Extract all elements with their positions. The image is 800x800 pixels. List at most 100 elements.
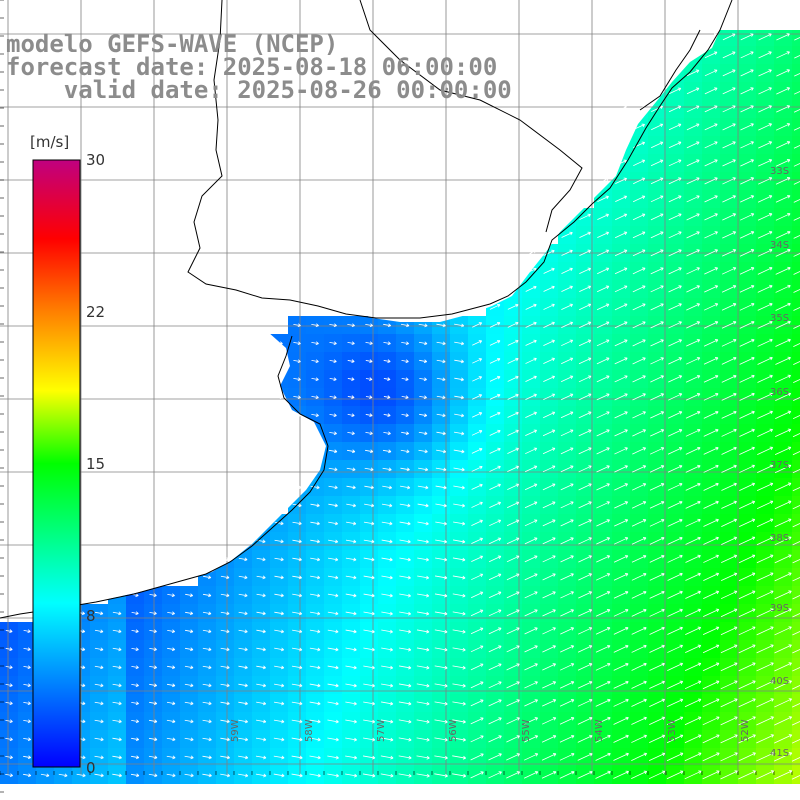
arrow-icon: [436, 431, 446, 436]
arrow-icon: [668, 267, 682, 275]
arrow-icon: [362, 755, 376, 760]
arrow-icon: [649, 590, 665, 599]
arrow-icon: [506, 519, 520, 527]
lon-label: 56W: [448, 719, 459, 742]
arrow-icon: [434, 719, 448, 724]
arrow-icon: [649, 483, 665, 491]
arrow-icon: [704, 267, 719, 275]
arrow-icon: [686, 321, 701, 329]
arrow-icon: [775, 374, 791, 383]
arrow-icon: [291, 737, 303, 742]
arrow-icon: [703, 482, 719, 491]
arrow-icon: [94, 629, 104, 634]
arrow-icon: [471, 573, 484, 581]
arrow-icon: [596, 429, 610, 437]
arrow-icon: [488, 645, 502, 653]
arrow-icon: [311, 431, 320, 436]
arrow-icon: [793, 217, 800, 221]
arrow-icon: [131, 629, 139, 634]
arrow-icon: [650, 357, 664, 365]
arrow-icon: [94, 701, 104, 706]
arrow-icon: [649, 680, 665, 689]
arrow-icon: [327, 737, 339, 742]
arrow-icon: [631, 554, 647, 563]
arrow-icon: [345, 575, 357, 580]
arrow-icon: [757, 177, 773, 185]
arrow-icon: [792, 559, 800, 564]
arrow-icon: [774, 500, 792, 510]
arrow-icon: [291, 683, 303, 688]
field-cell: [792, 316, 800, 334]
arrow-icon: [543, 393, 556, 401]
arrow-icon: [383, 359, 391, 364]
arrow-icon: [507, 483, 520, 491]
arrow-icon: [220, 737, 230, 742]
arrow-icon: [631, 608, 647, 617]
arrow-icon: [685, 644, 702, 653]
arrow-icon: [220, 593, 230, 598]
arrow-icon: [632, 375, 646, 383]
arrow-icon: [703, 392, 719, 401]
arrow-icon: [202, 719, 212, 724]
arrow-icon: [650, 429, 665, 437]
arrow-icon: [58, 773, 68, 778]
arrow-icon: [774, 590, 792, 600]
arrow-icon: [436, 323, 446, 328]
arrow-icon: [793, 361, 800, 365]
arrow-icon: [292, 485, 302, 490]
arrow-icon: [149, 629, 157, 634]
arrow-icon: [597, 231, 610, 239]
arrow-icon: [309, 719, 321, 724]
arrow-icon: [704, 213, 718, 221]
arrow-icon: [667, 644, 683, 653]
arrow-icon: [596, 483, 610, 491]
arrow-icon: [614, 447, 628, 455]
arrow-icon: [668, 123, 682, 131]
arrow-icon: [740, 105, 754, 113]
arrow-icon: [273, 719, 285, 724]
arrow-icon: [595, 716, 611, 725]
arrow-icon: [631, 698, 647, 707]
arrow-icon: [685, 590, 701, 599]
arrow-icon: [346, 503, 357, 508]
arrow-icon: [720, 590, 738, 600]
arrow-icon: [274, 575, 284, 580]
arrow-icon: [738, 608, 756, 618]
arrow-icon: [703, 321, 719, 329]
field-cell: [792, 208, 800, 226]
arrow-icon: [112, 647, 122, 652]
arrow-icon: [470, 699, 484, 707]
arrow-icon: [275, 413, 284, 418]
arrow-icon: [292, 593, 303, 598]
arrow-icon: [685, 375, 701, 383]
arrow-icon: [112, 665, 122, 670]
arrow-icon: [274, 539, 284, 544]
arrow-icon: [220, 719, 230, 724]
arrow-icon: [792, 577, 800, 582]
arrow-icon: [613, 555, 629, 563]
arrow-icon: [436, 449, 447, 454]
arrow-icon: [577, 627, 593, 635]
arrow-icon: [649, 716, 666, 725]
arrow-icon: [668, 249, 682, 257]
field-cell: [792, 496, 800, 514]
arrow-icon: [383, 413, 391, 418]
arrow-icon: [578, 573, 593, 581]
arrow-icon: [631, 680, 647, 689]
arrow-icon: [757, 374, 773, 383]
arrow-icon: [578, 357, 592, 365]
arrow-icon: [416, 611, 430, 616]
arrow-icon: [668, 213, 682, 221]
arrow-icon: [310, 467, 320, 472]
lon-label: 52W: [740, 719, 751, 742]
arrow-icon: [112, 683, 122, 688]
arrow-icon: [507, 357, 519, 364]
arrow-icon: [365, 341, 373, 346]
arrow-icon: [704, 177, 718, 185]
arrow-icon: [364, 485, 374, 490]
field-cell: [792, 460, 800, 478]
arrow-icon: [311, 359, 319, 364]
arrow-icon: [112, 611, 122, 616]
arrow-icon: [524, 555, 538, 563]
arrow-icon: [364, 467, 374, 472]
